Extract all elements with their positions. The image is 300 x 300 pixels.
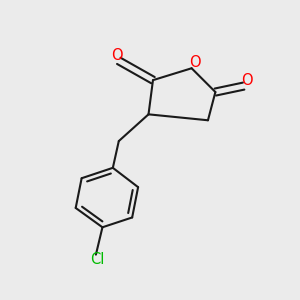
Text: Cl: Cl xyxy=(90,252,105,267)
Text: O: O xyxy=(241,73,252,88)
Text: O: O xyxy=(112,48,123,63)
Text: O: O xyxy=(189,55,200,70)
